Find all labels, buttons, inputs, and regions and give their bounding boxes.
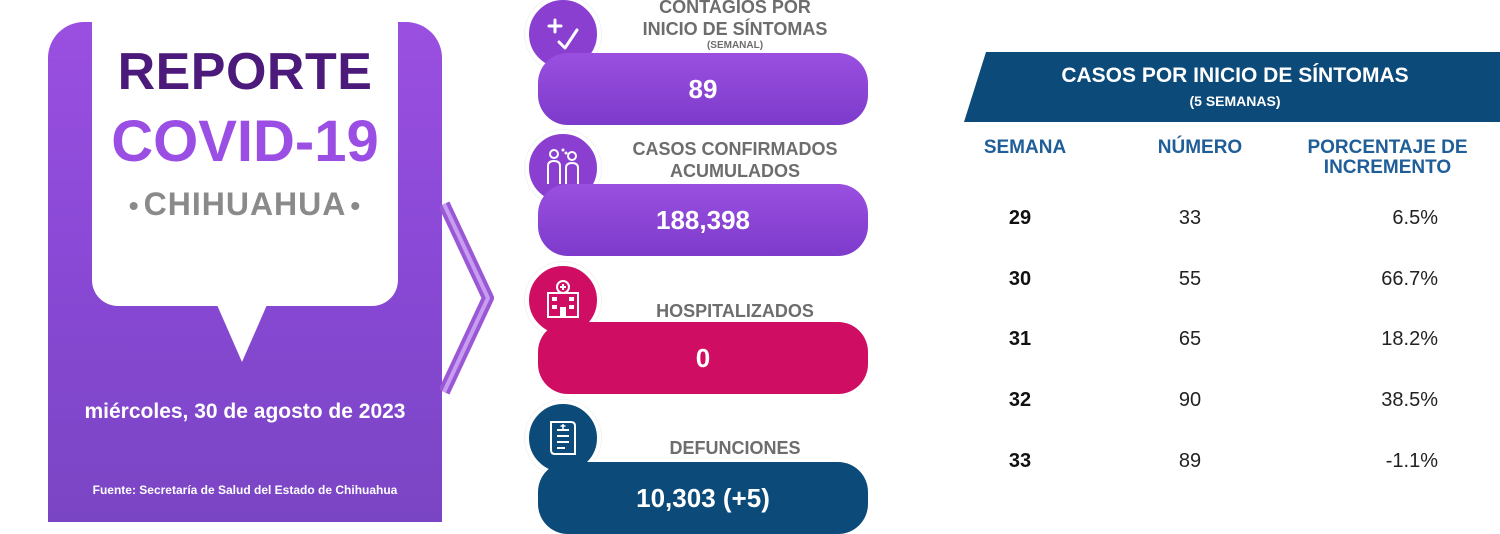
table-row-percent: 66.7% xyxy=(1381,268,1438,290)
table-row-week: 29 xyxy=(1008,207,1032,229)
table-row-week: 33 xyxy=(1008,450,1032,472)
indicator-label-line1: CONTAGIOS POR xyxy=(659,0,811,17)
bubble-tail xyxy=(214,298,270,362)
table-row-week: 32 xyxy=(1008,389,1032,411)
table-title: CASOS POR INICIO DE SÍNTOMAS xyxy=(1061,64,1409,87)
indicator-value-defunciones: 10,303 (+5) xyxy=(538,462,868,534)
header-percent-line1: PORCENTAJE DE xyxy=(1307,137,1468,158)
state-name: • CHIHUAHUA • xyxy=(92,186,398,223)
indicator-label-defunciones: DEFUNCIONES xyxy=(669,438,801,458)
indicator-value-confirmados: 188,398 xyxy=(538,184,868,256)
header-percent: PORCENTAJE DE INCREMENTO xyxy=(1285,138,1490,178)
table-row-week: 30 xyxy=(1008,268,1032,290)
title-covid: COVID-19 xyxy=(111,109,379,174)
table-row-week: 31 xyxy=(1008,328,1032,350)
table-row-percent: 38.5% xyxy=(1381,389,1438,411)
title-reporte: REPORTE xyxy=(117,43,373,101)
table-row-number: 55 xyxy=(1178,268,1202,290)
indicator-label-line1: CASOS CONFIRMADOS xyxy=(632,139,838,159)
table-row-percent: 6.5% xyxy=(1392,207,1438,229)
state-bullet-left: • xyxy=(128,190,140,221)
indicator-label-confirmados: CASOS CONFIRMADOS ACUMULADOS xyxy=(590,138,880,182)
header-number: NÚMERO xyxy=(1157,137,1243,158)
indicator-sublabel: (SEMANAL) xyxy=(706,40,764,51)
table-row-number: 65 xyxy=(1178,328,1202,350)
indicator-label-line2: ACUMULADOS xyxy=(670,161,800,181)
indicator-value-contagios: 89 xyxy=(538,53,868,125)
table-banner xyxy=(964,52,1500,122)
report-date: miércoles, 30 de agosto de 2023 xyxy=(84,400,406,423)
table-subtitle: (5 SEMANAS) xyxy=(1189,93,1281,109)
source-note: Fuente: Secretaría de Salud del Estado d… xyxy=(92,483,398,497)
indicator-label-contagios: CONTAGIOS POR INICIO DE SÍNTOMAS (SEMANA… xyxy=(590,0,880,52)
indicator-value-hospitalizados: 0 xyxy=(538,322,868,394)
table-row-percent: -1.1% xyxy=(1385,450,1438,472)
table-row-number: 33 xyxy=(1178,207,1202,229)
table-row-number: 89 xyxy=(1178,450,1202,472)
indicator-label-line2: INICIO DE SÍNTOMAS xyxy=(642,19,828,39)
table-row-number: 90 xyxy=(1178,389,1202,411)
table-row-percent: 18.2% xyxy=(1381,328,1438,350)
title-bubble xyxy=(92,0,398,306)
state-label: CHIHUAHUA xyxy=(143,186,347,222)
state-bullet-right: • xyxy=(350,190,362,221)
indicator-label-hospitalizados: HOSPITALIZADOS xyxy=(656,301,814,321)
connector-arrow xyxy=(440,201,494,395)
header-week: SEMANA xyxy=(983,137,1067,158)
header-percent-line2: INCREMENTO xyxy=(1323,157,1452,178)
